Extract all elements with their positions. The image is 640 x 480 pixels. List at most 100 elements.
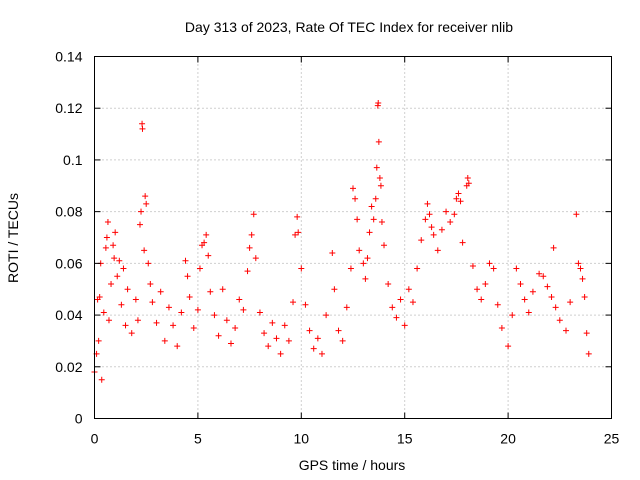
data-point <box>139 120 146 127</box>
data-point <box>170 322 177 329</box>
data-point <box>184 273 191 280</box>
data-point <box>186 293 193 300</box>
data-point <box>111 255 118 262</box>
data-point <box>529 288 536 295</box>
data-point <box>314 335 321 342</box>
data-point <box>368 203 375 210</box>
data-point <box>428 224 435 231</box>
data-point <box>581 293 588 300</box>
data-point <box>372 195 379 202</box>
data-point <box>138 208 145 215</box>
data-point <box>438 226 445 233</box>
data-point <box>354 216 361 223</box>
plot-frame <box>94 56 612 419</box>
data-point <box>343 304 350 311</box>
data-point <box>525 309 532 316</box>
data-point <box>331 286 338 293</box>
data-point <box>205 252 212 259</box>
data-point <box>360 260 367 267</box>
data-point <box>96 293 103 300</box>
data-point <box>261 330 268 337</box>
data-point <box>464 175 471 182</box>
data-point <box>142 193 149 200</box>
data-point <box>194 306 201 313</box>
data-point <box>513 265 520 272</box>
y-tick-label: 0 <box>75 411 83 427</box>
data-point <box>211 312 218 319</box>
data-point <box>385 281 392 288</box>
data-point <box>364 255 371 262</box>
data-point <box>459 239 466 246</box>
data-point <box>223 317 230 324</box>
data-point <box>240 306 247 313</box>
data-point <box>246 244 253 251</box>
data-point <box>585 350 592 357</box>
data-point <box>426 211 433 218</box>
data-point <box>583 330 590 337</box>
y-tick-label: 0.08 <box>55 204 82 220</box>
data-point <box>190 325 197 331</box>
data-point <box>378 218 385 225</box>
data-point <box>118 301 125 308</box>
data-point <box>116 257 123 264</box>
data-point <box>474 286 481 293</box>
data-point <box>290 299 297 306</box>
data-point <box>102 244 109 251</box>
data-point <box>401 322 408 329</box>
data-point <box>350 185 356 192</box>
data-point <box>517 281 524 288</box>
data-point <box>486 260 493 267</box>
data-point <box>579 275 586 282</box>
data-point <box>292 231 299 238</box>
data-point <box>120 265 127 272</box>
data-point <box>455 190 462 197</box>
axis-ticks <box>94 56 612 419</box>
data-point <box>143 200 150 207</box>
data-point <box>556 317 563 324</box>
data-point <box>509 312 516 319</box>
x-tick-label: 5 <box>194 431 202 447</box>
data-point <box>521 296 528 303</box>
data-point <box>114 273 121 280</box>
data-point <box>381 242 388 249</box>
data-point <box>294 213 301 220</box>
data-point <box>389 304 396 311</box>
data-point <box>108 281 115 288</box>
data-point <box>548 293 555 300</box>
x-tick-labels: 0 5 10 15 20 25 <box>91 431 620 447</box>
data-point <box>157 288 164 295</box>
data-point <box>375 138 382 145</box>
data-point <box>136 221 143 228</box>
x-tick-label: 20 <box>500 431 516 447</box>
data-point <box>323 312 330 319</box>
data-point <box>196 265 203 272</box>
data-point <box>236 296 243 303</box>
data-point <box>112 229 119 236</box>
data-point <box>376 175 383 182</box>
data-point <box>498 325 505 331</box>
data-point <box>536 270 543 277</box>
data-point <box>203 231 210 238</box>
data-point <box>434 247 441 254</box>
x-tick-label: 0 <box>91 431 99 447</box>
y-tick-label: 0.1 <box>63 152 83 168</box>
data-point <box>141 247 148 254</box>
data-point <box>540 273 547 280</box>
data-point <box>567 299 574 306</box>
x-tick-label: 10 <box>294 431 310 447</box>
data-point <box>252 255 259 262</box>
data-point <box>139 125 146 132</box>
data-point <box>95 337 102 344</box>
data-point <box>134 317 141 324</box>
y-tick-label: 0.04 <box>55 307 82 323</box>
data-point <box>409 299 416 306</box>
data-point <box>147 281 154 288</box>
data-point <box>414 265 421 272</box>
data-point <box>174 343 181 350</box>
data-point <box>405 286 412 293</box>
data-point <box>215 332 222 339</box>
data-point <box>490 265 497 272</box>
data-point <box>424 200 431 207</box>
data-point <box>430 231 437 238</box>
